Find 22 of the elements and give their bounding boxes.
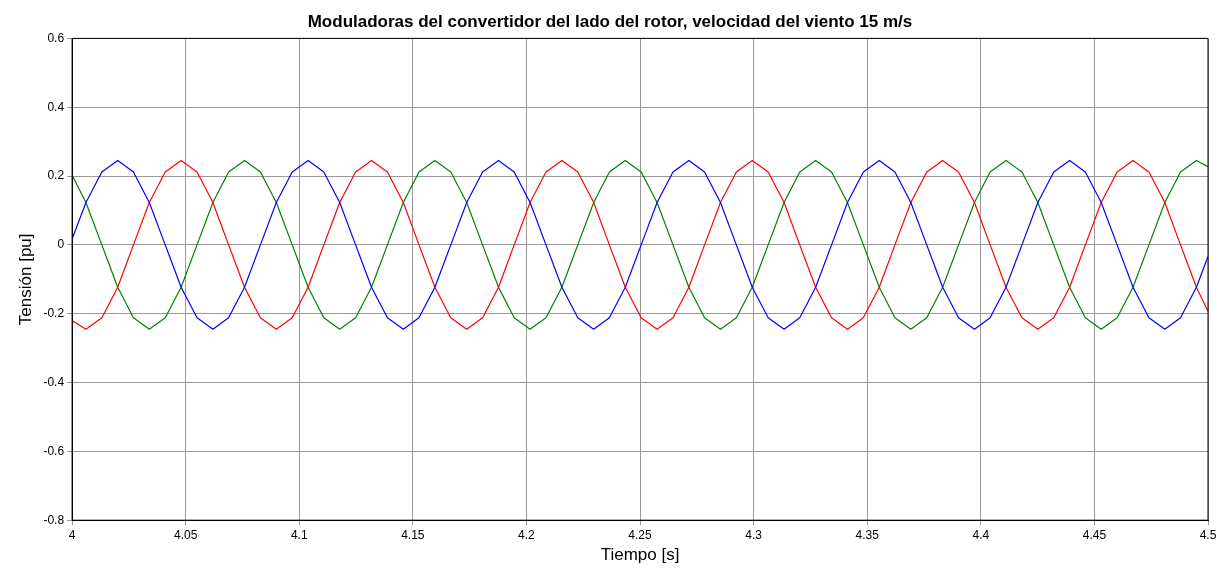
y-tick-label: -0.4 xyxy=(43,374,65,389)
x-tick-label: 4.5 xyxy=(1199,527,1217,542)
x-tick-label: 4.3 xyxy=(745,527,763,542)
y-tick-label: -0.6 xyxy=(43,443,65,458)
x-tick-label: 4 xyxy=(68,527,76,542)
y-tick-label: 0.2 xyxy=(47,168,65,183)
x-tick-label: 4.15 xyxy=(401,527,425,542)
y-tick-label: 0.4 xyxy=(47,99,65,114)
x-tick-label: 4.25 xyxy=(628,527,653,542)
chart-title: Moduladoras del convertidor del lado del rotor, velocidad del viento 15 m/s xyxy=(307,11,913,31)
y-tick-label: -0.2 xyxy=(43,306,65,321)
x-tick-label: 4.2 xyxy=(518,527,536,542)
y-tick-label: 0 xyxy=(57,237,65,252)
x-axis-title: Tiempo [s] xyxy=(600,545,680,565)
x-tick-label: 4.45 xyxy=(1082,527,1107,542)
x-tick-label: 4.05 xyxy=(173,527,198,542)
x-tick-label: 4.35 xyxy=(855,527,880,542)
y-tick-label: 0.6 xyxy=(47,30,65,45)
y-tick-label: -0.8 xyxy=(43,512,65,527)
x-tick-label: 4.1 xyxy=(290,527,308,542)
y-axis-title: Tensión [pu] xyxy=(15,233,35,326)
x-tick-label: 4.4 xyxy=(972,527,990,542)
